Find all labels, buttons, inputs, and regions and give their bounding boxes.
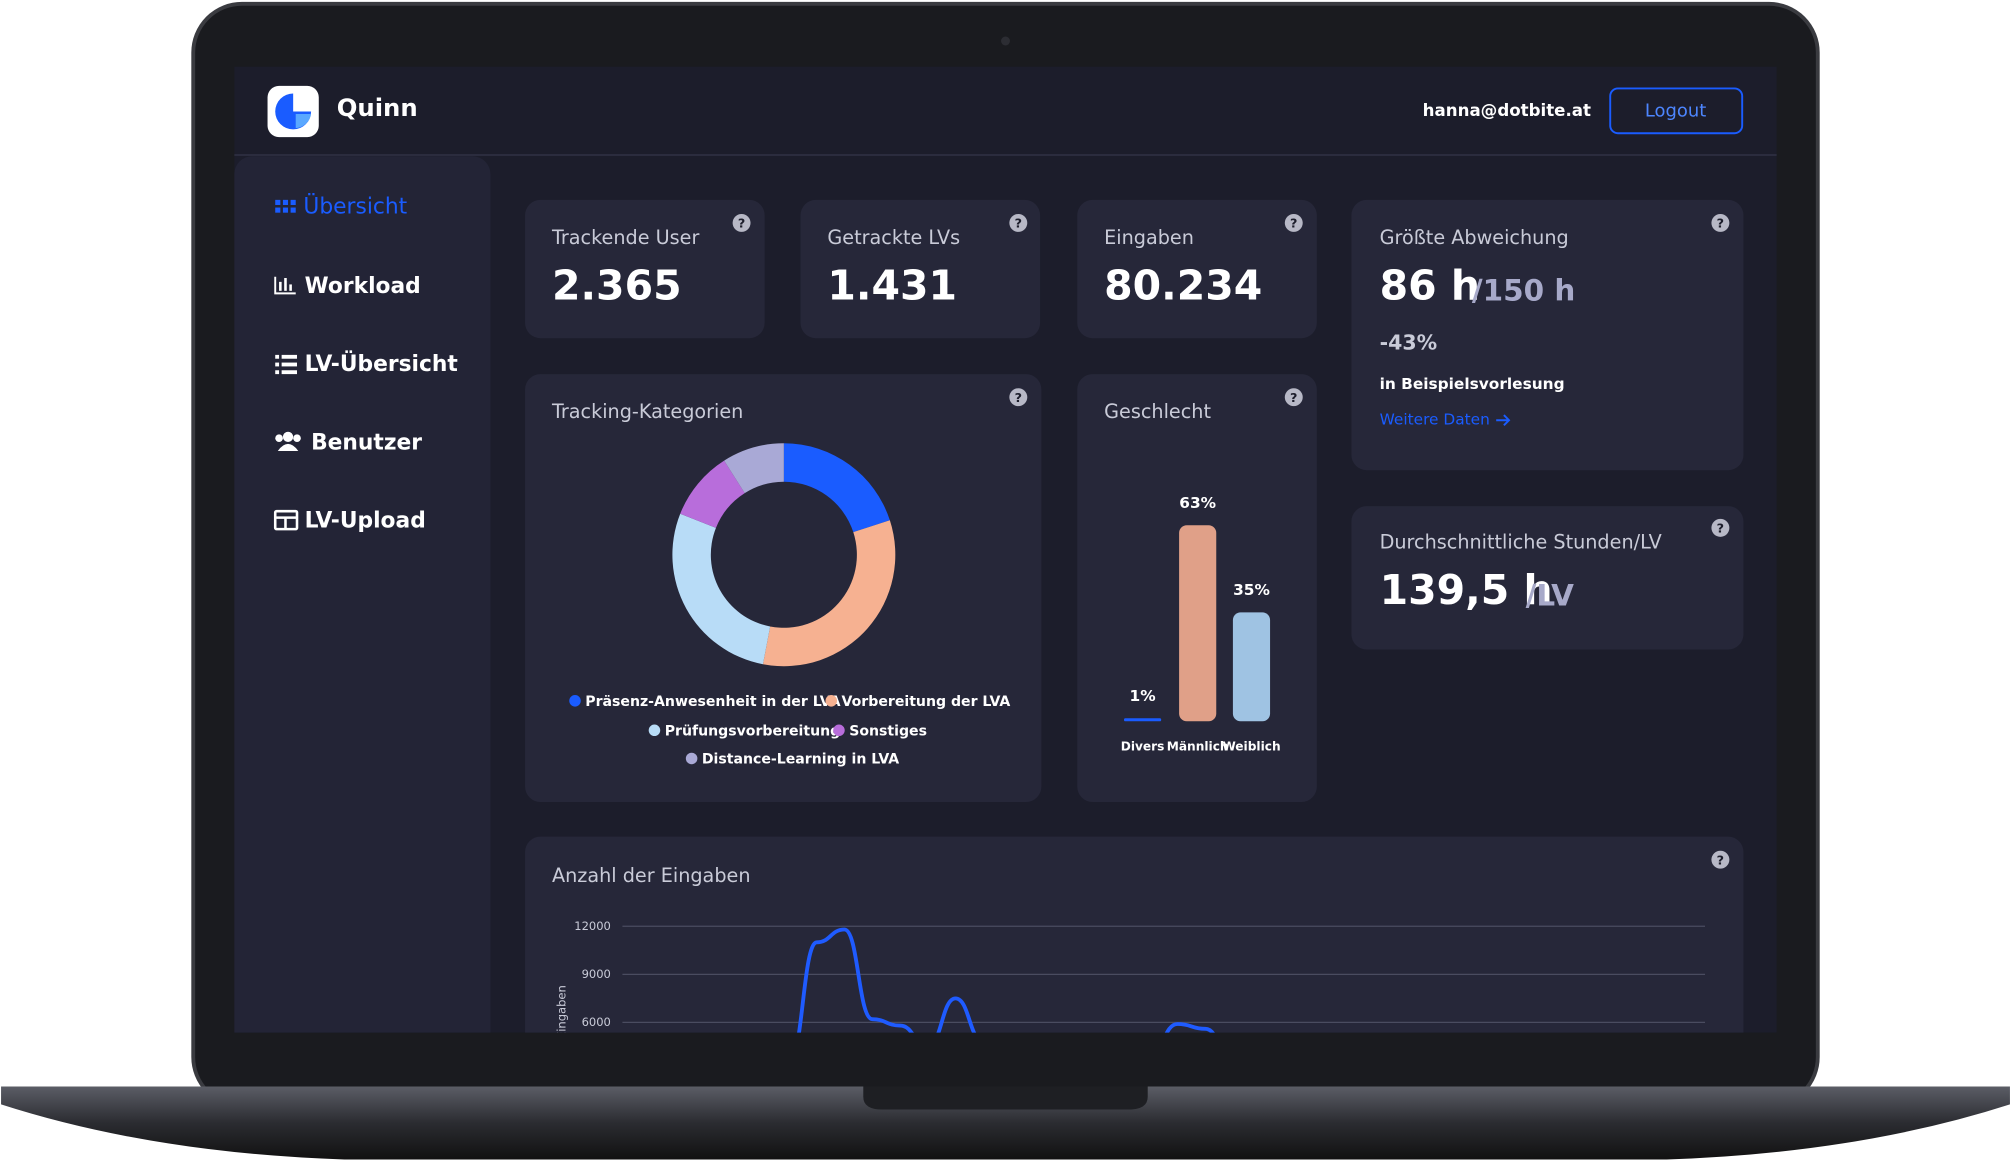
help-icon bbox=[1711, 213, 1730, 232]
help-icon bbox=[1009, 388, 1028, 407]
x-tick-label: Weiblich bbox=[1222, 739, 1280, 753]
chart-title: Anzahl der Eingaben bbox=[552, 864, 751, 887]
help-icon bbox=[1711, 518, 1730, 537]
help-icons: ???????? bbox=[732, 213, 1730, 869]
cards bbox=[525, 199, 1744, 1033]
legend-label: Vorbereitung der LVA bbox=[842, 694, 1011, 710]
screen: Quinn hanna@dotbite.at Logout Übersicht … bbox=[234, 66, 1777, 1039]
logout-button[interactable] bbox=[1609, 87, 1744, 135]
bar bbox=[1232, 612, 1271, 722]
legend-swatch bbox=[648, 724, 661, 737]
stat-value: 80.234 bbox=[1104, 261, 1262, 309]
bar bbox=[1179, 525, 1217, 722]
help-mark: ? bbox=[1717, 522, 1724, 537]
legend-label: Distance-Learning in LVA bbox=[702, 752, 899, 768]
charts: Präsenz-Anwesenheit in der LVA Vorbereitu… bbox=[555, 443, 1706, 1039]
help-mark: ? bbox=[1015, 391, 1022, 406]
logo-mark bbox=[295, 114, 312, 129]
bar-label: 35% bbox=[1233, 581, 1270, 599]
chart-title: Tracking-Kategorien bbox=[551, 400, 743, 423]
help-icon bbox=[732, 213, 751, 232]
legend-swatch bbox=[569, 695, 581, 707]
help-mark: ? bbox=[1290, 217, 1297, 232]
donut-segment bbox=[680, 460, 745, 528]
help-mark: ? bbox=[738, 217, 745, 232]
donut-segment bbox=[672, 513, 771, 665]
stat-label: Größte Abweichung bbox=[1380, 226, 1569, 249]
y-tick-label: 6000 bbox=[582, 1015, 611, 1029]
legend-swatch bbox=[833, 724, 845, 737]
y-tick-label: 12000 bbox=[574, 919, 611, 933]
stat-label: Eingaben bbox=[1104, 226, 1194, 249]
help-mark: ? bbox=[1717, 853, 1724, 868]
camera bbox=[1001, 36, 1010, 46]
line bbox=[797, 927, 1215, 1033]
help-mark: ? bbox=[1015, 217, 1022, 232]
help-mark: ? bbox=[1717, 217, 1724, 232]
card bbox=[800, 199, 1041, 339]
legend-swatch bbox=[685, 752, 698, 765]
stat-unit: /LV bbox=[1526, 579, 1574, 613]
card bbox=[1077, 199, 1317, 339]
nav-item-active[interactable]: Übersicht bbox=[303, 194, 407, 220]
help-icon bbox=[1711, 850, 1730, 869]
nav-icons bbox=[273, 199, 301, 531]
help-icon bbox=[1284, 388, 1303, 407]
logout-label[interactable]: Logout bbox=[1645, 100, 1706, 121]
bar bbox=[1124, 718, 1162, 722]
stat-change: -43% bbox=[1380, 330, 1438, 354]
nav-item[interactable]: LV-Übersicht bbox=[305, 351, 458, 377]
nav-item[interactable]: LV-Upload bbox=[305, 508, 426, 533]
stat-label: Getrackte LVs bbox=[827, 226, 960, 249]
card bbox=[525, 374, 1042, 803]
stat-total: /150 h bbox=[1472, 274, 1575, 308]
notch bbox=[863, 1086, 1148, 1110]
sidebar bbox=[234, 156, 491, 1033]
help-mark: ? bbox=[1290, 391, 1297, 406]
card bbox=[1351, 506, 1744, 650]
donut-segment bbox=[783, 443, 890, 533]
stat-value: 1.431 bbox=[827, 261, 957, 309]
y-tick-label: 9000 bbox=[582, 967, 611, 981]
nav-item[interactable]: Benutzer bbox=[311, 430, 422, 455]
legend-label: Präsenz-Anwesenheit in der LVA bbox=[585, 694, 840, 710]
chart-title: Geschlecht bbox=[1104, 400, 1211, 423]
stat-value: 86 h bbox=[1380, 261, 1480, 309]
legend-label: Sonstiges bbox=[849, 724, 927, 740]
y-axis-label: Eingaben bbox=[555, 985, 569, 1039]
nav-item[interactable]: Workload bbox=[305, 274, 421, 299]
stat-value: 139,5 h bbox=[1380, 566, 1553, 614]
help-icon bbox=[1284, 213, 1303, 232]
x-tick-label: Männlich bbox=[1167, 739, 1229, 753]
legend-label: Prüfungsvorbereitung bbox=[665, 724, 841, 740]
help-icon bbox=[1009, 213, 1028, 232]
x-tick-label: Divers bbox=[1121, 739, 1165, 753]
link[interactable]: Weitere Daten bbox=[1380, 411, 1490, 429]
donut-segment bbox=[762, 520, 896, 667]
card bbox=[1351, 199, 1744, 471]
bar-label: 63% bbox=[1179, 494, 1216, 512]
stat-label: Durchschnittliche Stunden/LV bbox=[1380, 531, 1662, 554]
donut-segment bbox=[724, 443, 784, 494]
bar-label: 1% bbox=[1130, 687, 1156, 705]
user-email: hanna@dotbite.at bbox=[1423, 101, 1591, 120]
legend-swatch bbox=[825, 695, 838, 707]
link-arrow bbox=[1496, 414, 1511, 427]
card bbox=[525, 199, 765, 339]
app-name: Quinn bbox=[337, 93, 418, 122]
laptop-base bbox=[1, 1086, 2010, 1160]
card bbox=[525, 836, 1744, 1033]
stat-value: 2.365 bbox=[552, 261, 682, 309]
stat-label: Trackende User bbox=[551, 226, 700, 249]
stat-course: in Beispielsvorlesung bbox=[1380, 375, 1565, 393]
